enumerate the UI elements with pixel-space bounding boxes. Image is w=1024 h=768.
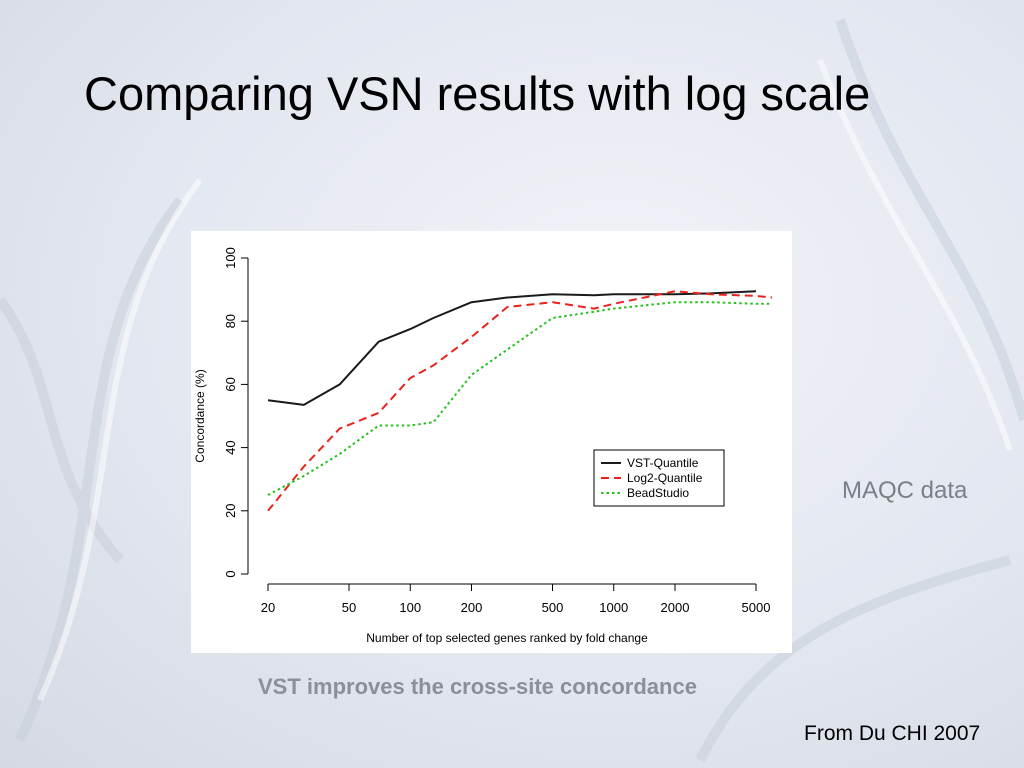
- legend-label: VST-Quantile: [627, 456, 699, 470]
- x-axis-label: Number of top selected genes ranked by f…: [366, 631, 648, 645]
- x-tick-label: 5000: [742, 600, 771, 615]
- y-axis: 0 20 40 60 80 100: [223, 247, 249, 578]
- x-tick-label: 200: [461, 600, 483, 615]
- legend-label: Log2-Quantile: [627, 471, 703, 485]
- x-tick-label: 100: [399, 600, 421, 615]
- source-citation: From Du CHI 2007: [804, 722, 981, 745]
- series-line-log2-quantile: [267, 290, 773, 512]
- chart-panel: 0 20 40 60 80 100 20 50 100 200 500 1000 2000 5000 V…: [191, 231, 792, 653]
- y-tick-label: 20: [223, 504, 238, 518]
- legend-label: BeadStudio: [627, 486, 689, 500]
- caption: VST improves the cross-site concordance: [258, 674, 697, 699]
- y-tick-label: 40: [223, 440, 238, 454]
- x-tick-label: 2000: [661, 600, 690, 615]
- x-tick-label: 1000: [599, 600, 628, 615]
- x-tick-label: 20: [261, 600, 275, 615]
- x-tick-label: 50: [342, 600, 356, 615]
- y-axis-label: Concordance (%): [193, 369, 207, 462]
- y-tick-label: 0: [223, 570, 238, 577]
- concordance-line-chart: 0 20 40 60 80 100 20 50 100 200 500 1000 2000 5000 V…: [193, 247, 773, 645]
- y-tick-label: 100: [223, 247, 238, 269]
- side-note: MAQC data: [842, 477, 968, 504]
- series-line-vst-quantile: [267, 290, 757, 406]
- y-tick-label: 60: [223, 377, 238, 391]
- series-lines: [267, 290, 773, 512]
- x-axis: 20 50 100 200 500 1000 2000 5000: [261, 583, 771, 615]
- y-tick-label: 80: [223, 314, 238, 328]
- slide-title: Comparing VSN results with log scale: [84, 67, 871, 120]
- x-tick-label: 500: [542, 600, 564, 615]
